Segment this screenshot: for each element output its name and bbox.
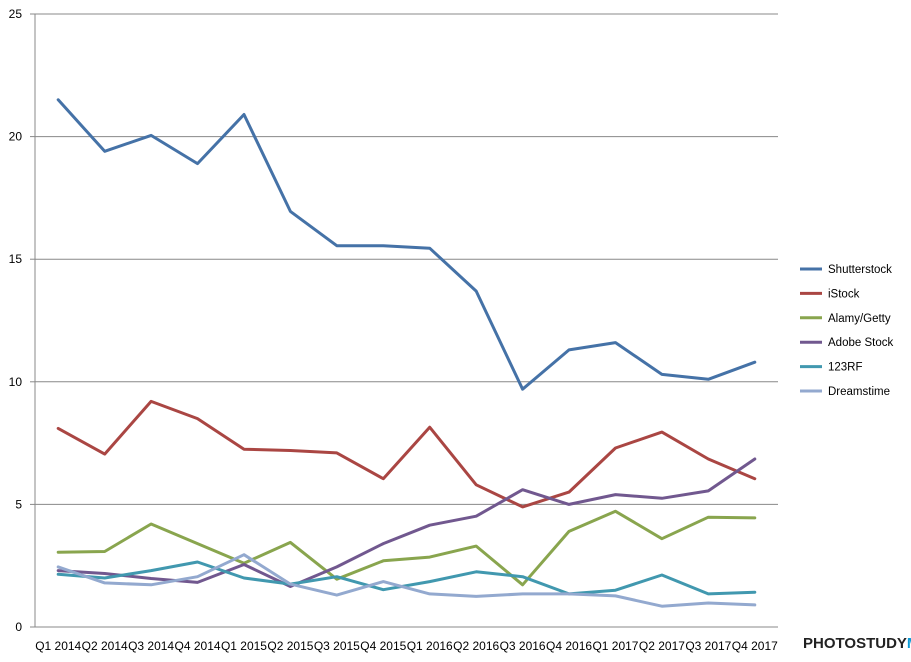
y-tick-label: 0 bbox=[15, 620, 22, 634]
legend-label-123rf: 123RF bbox=[828, 362, 863, 374]
legend-label-istock: iStock bbox=[828, 288, 860, 300]
x-tick-label: Q2 2017 bbox=[639, 639, 685, 653]
legend-label-dreamstime: Dreamstime bbox=[828, 386, 890, 398]
series-line-alamy-getty bbox=[56, 509, 757, 587]
legend: Shutterstock iStock Alamy/Getty Adobe Stock… bbox=[800, 264, 893, 398]
legend-label-shutterstock: Shutterstock bbox=[828, 264, 892, 276]
y-tick-label: 15 bbox=[9, 252, 23, 266]
y-tick-label: 10 bbox=[9, 375, 23, 389]
x-tick-label: Q1 2017 bbox=[592, 639, 638, 653]
x-tick-label: Q3 2014 bbox=[128, 639, 174, 653]
x-tick-label: Q4 2017 bbox=[732, 639, 778, 653]
x-tick-label: Q2 2014 bbox=[82, 639, 128, 653]
x-tick-label: Q4 2014 bbox=[175, 639, 221, 653]
x-tick-label: Q2 2015 bbox=[267, 639, 313, 653]
x-tick-label: Q1 2014 bbox=[35, 639, 81, 653]
x-tick-label: Q3 2016 bbox=[500, 639, 546, 653]
x-tick-label: Q3 2015 bbox=[314, 639, 360, 653]
watermark-logo: PHOTOSTUDYME bbox=[803, 635, 911, 652]
series-line-istock bbox=[56, 399, 757, 509]
axes bbox=[30, 13, 778, 628]
y-axis-tick-labels: 0 5 10 15 20 25 bbox=[9, 7, 23, 634]
x-tick-label: Q4 2015 bbox=[360, 639, 406, 653]
y-tick-label: 5 bbox=[15, 497, 22, 511]
legend-label-alamy-getty: Alamy/Getty bbox=[828, 313, 891, 325]
x-tick-label: Q1 2016 bbox=[407, 639, 453, 653]
x-tick-label: Q2 2016 bbox=[453, 639, 499, 653]
x-axis-tick-labels: Q1 2014 Q2 2014 Q3 2014 Q4 2014 Q1 2015 Q2 20… bbox=[35, 639, 778, 653]
x-tick-label: Q3 2017 bbox=[685, 639, 731, 653]
gridlines bbox=[35, 13, 778, 505]
series-lines bbox=[56, 98, 757, 608]
legend-label-adobe-stock: Adobe Stock bbox=[828, 337, 893, 349]
x-tick-label: Q1 2015 bbox=[221, 639, 267, 653]
series-line-123rf bbox=[56, 560, 757, 596]
series-line-dreamstime bbox=[56, 553, 757, 608]
y-tick-label: 25 bbox=[9, 7, 23, 21]
series-line-shutterstock bbox=[56, 98, 757, 391]
x-tick-label: Q4 2016 bbox=[546, 639, 592, 653]
y-tick-label: 20 bbox=[9, 130, 23, 144]
